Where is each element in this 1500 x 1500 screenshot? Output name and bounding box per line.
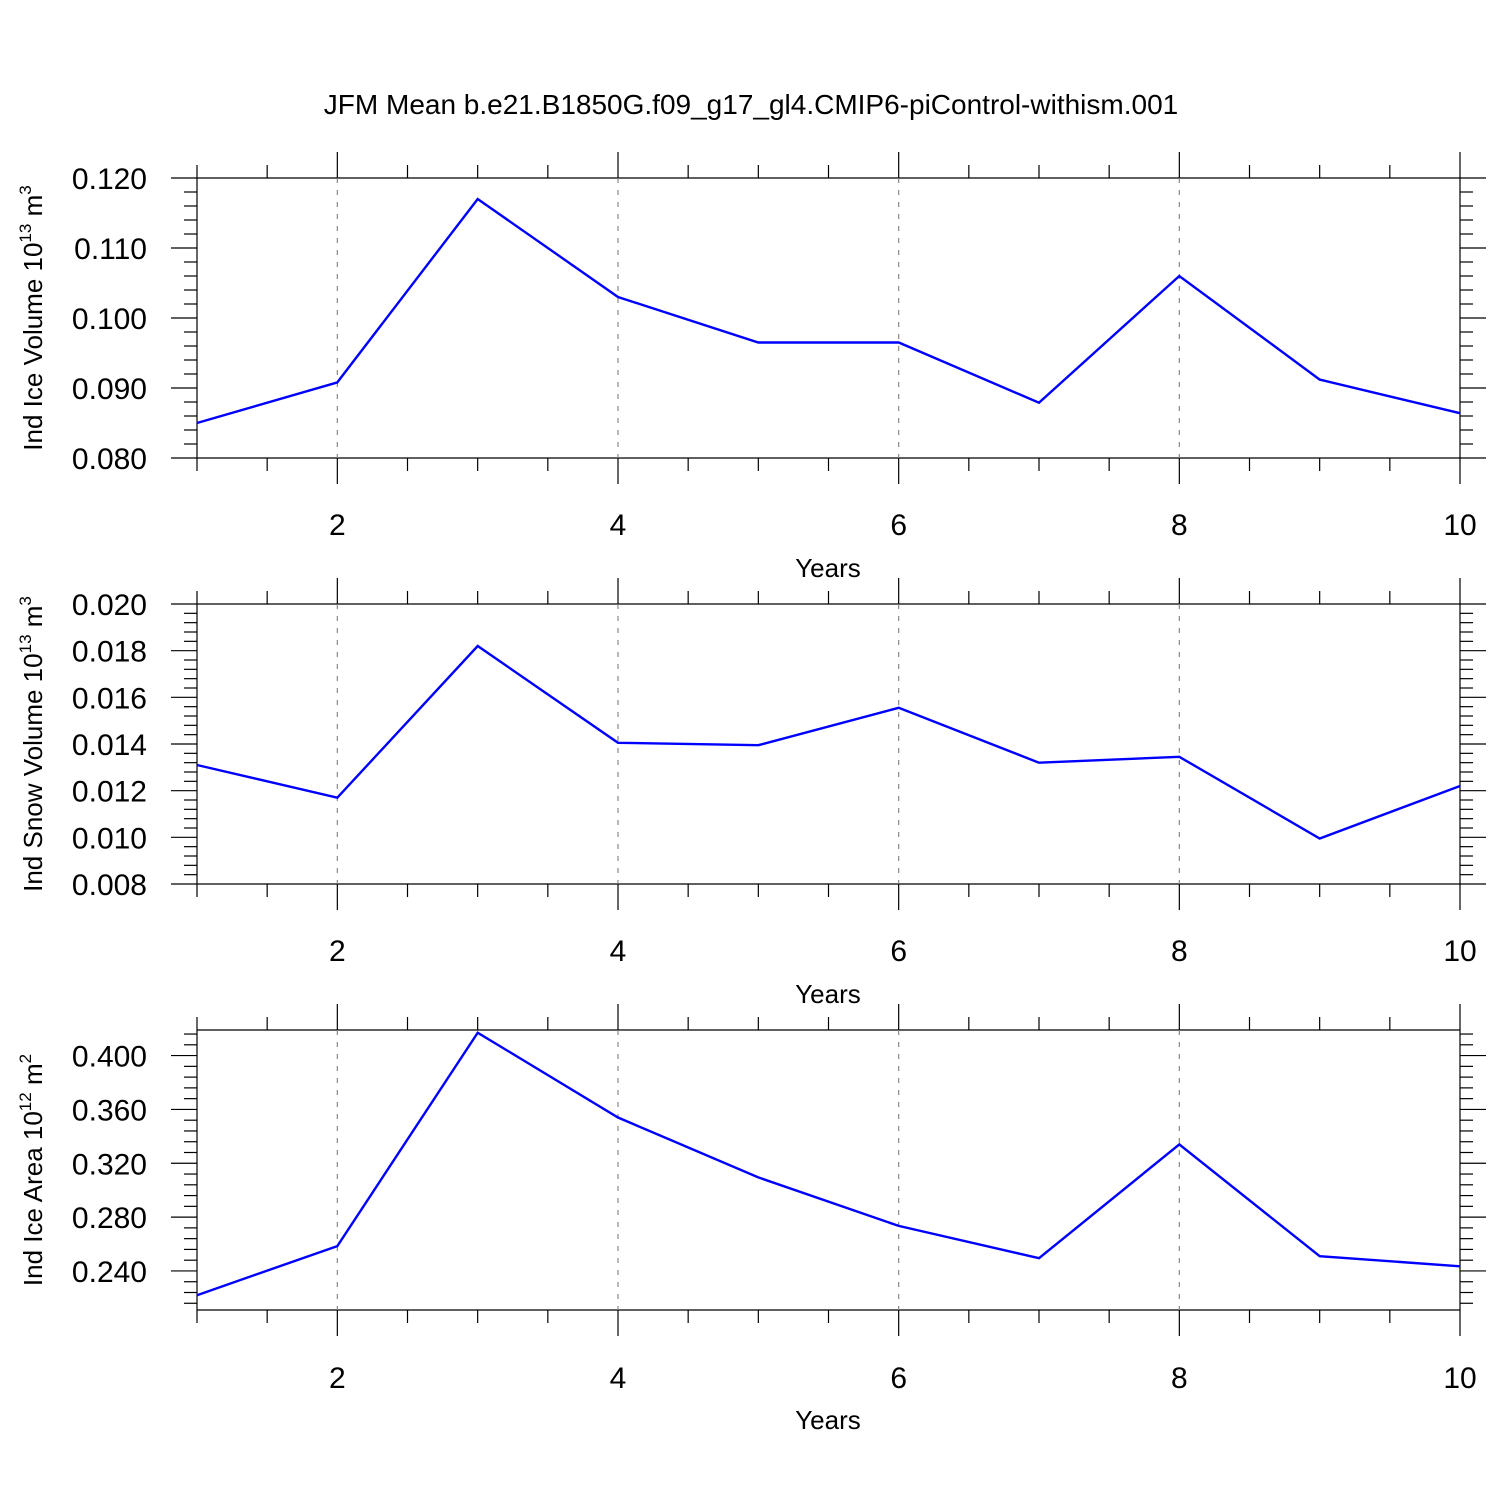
x-tick-label: 10: [1443, 509, 1476, 542]
x-tick-label: 6: [890, 935, 907, 968]
series-line: [196, 1031, 1461, 1297]
x-axis-label: Years: [795, 1405, 861, 1435]
x-tick-label: 8: [1171, 1362, 1188, 1395]
x-axis-label: Years: [795, 553, 861, 583]
y-tick-label: 0.014: [72, 729, 147, 762]
x-axis-label: Years: [795, 979, 861, 1009]
y-axis-label-superscript: 13: [16, 634, 35, 653]
x-tick-label: 4: [610, 1362, 627, 1395]
y-tick-label: 0.240: [72, 1256, 147, 1289]
x-tick-label: 6: [890, 509, 907, 542]
x-tick-label: 8: [1171, 509, 1188, 542]
y-tick-label: 0.120: [72, 163, 147, 196]
y-tick-label: 0.110: [74, 233, 147, 266]
y-tick-label: 0.280: [72, 1202, 147, 1235]
y-tick-label: 0.320: [72, 1148, 147, 1181]
y-tick-label: 0.012: [72, 776, 147, 809]
y-axis-label-part: Ind Snow Volume 10: [18, 653, 48, 892]
x-tick-label: 2: [329, 935, 346, 968]
x-tick-label: 6: [890, 1362, 907, 1395]
x-tick-label: 4: [610, 509, 627, 542]
y-tick-label: 0.100: [72, 303, 147, 336]
y-axis-label: Ind Ice Volume 1013 m3: [16, 185, 48, 450]
y-tick-label: 0.018: [72, 636, 147, 669]
y-tick-label: 0.010: [72, 822, 147, 855]
y-tick-label: 0.080: [72, 443, 147, 476]
x-tick-label: 10: [1443, 1362, 1476, 1395]
y-tick-label: 0.008: [72, 869, 147, 902]
x-tick-label: 8: [1171, 935, 1188, 968]
y-axis-label-part: m: [18, 195, 48, 224]
y-tick-label: 0.020: [72, 589, 147, 622]
y-axis-label-superscript: 13: [16, 224, 35, 243]
panel-3: 0.240 0.280 0.320 0.360 0.400 2 4 6 8 10 Years Ind …: [16, 1004, 1486, 1435]
y-axis-label-superscript: 3: [16, 185, 35, 194]
y-axis-label-superscript: 3: [16, 596, 35, 605]
series-line: [196, 644, 1461, 840]
y-axis-label-part: m: [18, 606, 48, 635]
panel-2: 0.008 0.010 0.012 0.014 0.016 0.018 0.020 2 4 6 8 1…: [16, 578, 1486, 1009]
y-tick-label: 0.016: [72, 682, 147, 715]
y-axis-label: Ind Snow Volume 1013 m3: [16, 596, 48, 892]
y-axis-label-part: Ind Ice Area 10: [18, 1111, 48, 1286]
x-tick-label: 2: [329, 509, 346, 542]
y-tick-label: 0.400: [72, 1041, 147, 1074]
y-axis-label-part: Ind Ice Volume 10: [18, 243, 48, 451]
series-line: [196, 197, 1461, 425]
figure-title: JFM Mean b.e21.B1850G.f09_g17_gl4.CMIP6-…: [324, 89, 1178, 120]
y-axis-label-superscript: 12: [16, 1092, 35, 1111]
y-axis-label-superscript: 2: [16, 1054, 35, 1063]
y-tick-label: 0.090: [72, 373, 147, 406]
panel-1: 0.080 0.090 0.100 0.110 0.120 2 4 6 8 10 Years Ind …: [16, 152, 1486, 583]
y-axis-label: Ind Ice Area 1012 m2: [16, 1054, 48, 1286]
y-axis-label-part: m: [18, 1063, 48, 1092]
y-tick-label: 0.360: [72, 1094, 147, 1127]
x-tick-label: 2: [329, 1362, 346, 1395]
x-tick-label: 10: [1443, 935, 1476, 968]
x-tick-label: 4: [610, 935, 627, 968]
